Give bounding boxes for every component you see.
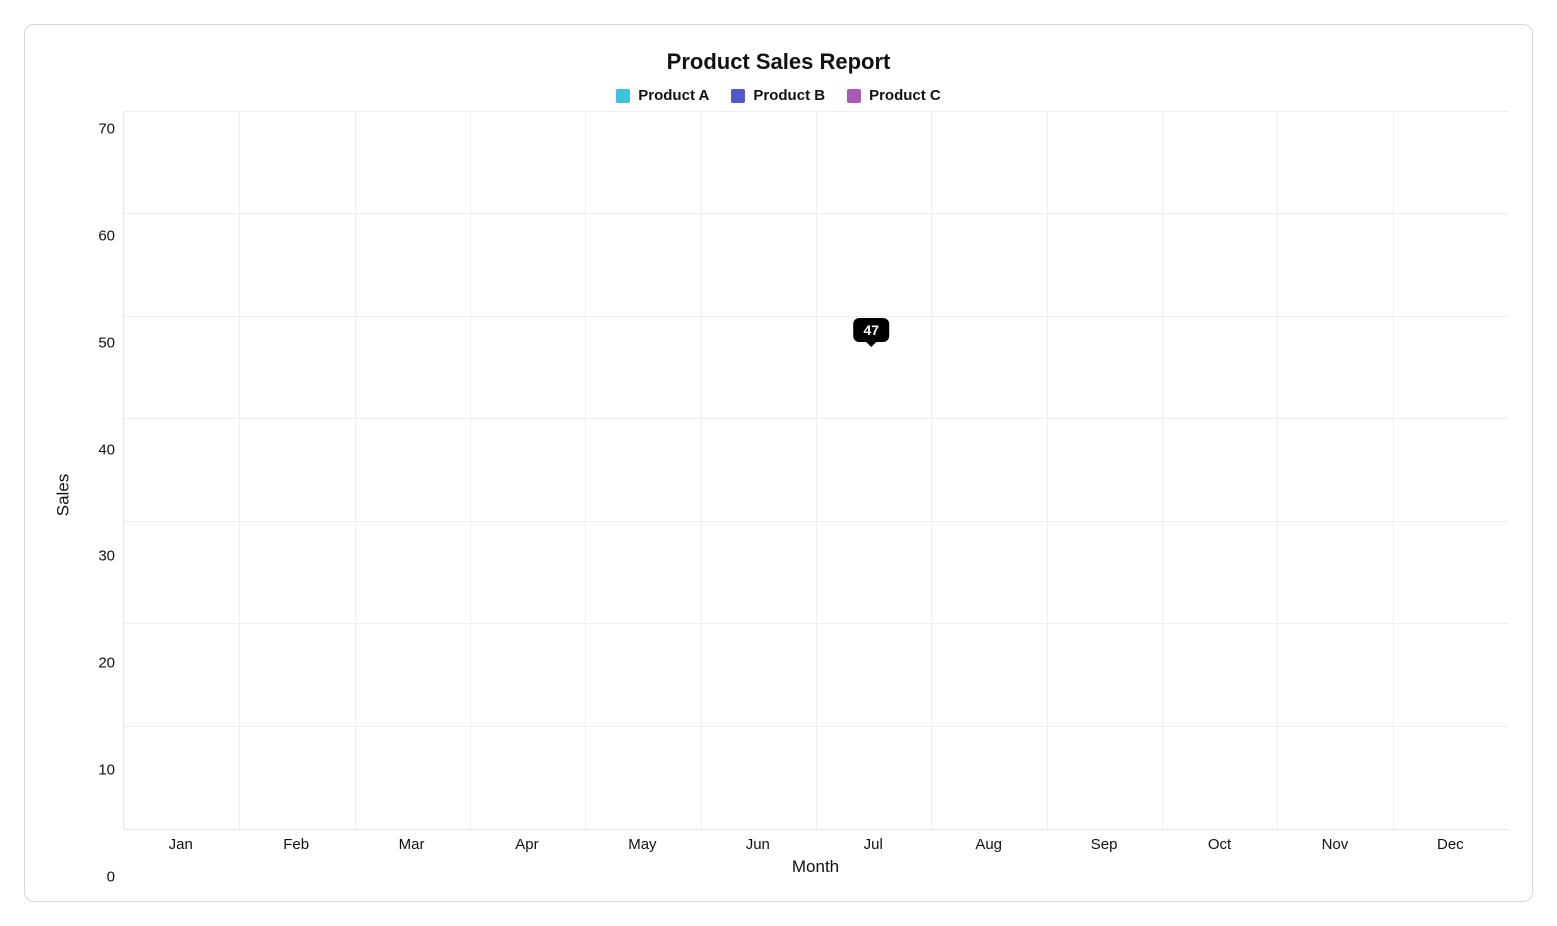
bar-group	[456, 112, 622, 829]
x-tick-label: Mar	[354, 830, 469, 853]
x-tick-label: Feb	[238, 830, 353, 853]
x-tick-label: May	[585, 830, 700, 853]
x-tick-label: Jan	[123, 830, 238, 853]
bar-group	[1453, 112, 1557, 829]
y-axis-title-wrap: Sales	[49, 112, 77, 877]
x-tick-label: Jun	[700, 830, 815, 853]
y-tick-label: 10	[98, 762, 115, 779]
x-tick-label: Sep	[1046, 830, 1161, 853]
bar-group	[954, 112, 1120, 829]
x-tick-label: Apr	[469, 830, 584, 853]
y-tick-label: 20	[98, 655, 115, 672]
y-tick-label: 0	[107, 868, 115, 885]
y-axis-title: Sales	[53, 473, 73, 516]
y-tick-label: 30	[98, 548, 115, 565]
x-tick-label: Oct	[1162, 830, 1277, 853]
chart-title: Product Sales Report	[49, 49, 1508, 75]
y-tick-label: 60	[98, 227, 115, 244]
bar-tooltip: 47	[853, 318, 889, 342]
bar-group	[1120, 112, 1286, 829]
legend-label: Product A	[638, 87, 709, 104]
x-tick-label: Aug	[931, 830, 1046, 853]
legend-swatch	[731, 89, 745, 103]
legend-swatch	[616, 89, 630, 103]
legend-item[interactable]: Product A	[616, 87, 709, 104]
y-tick-label: 50	[98, 334, 115, 351]
legend-item[interactable]: Product B	[731, 87, 825, 104]
y-tick-label: 40	[98, 441, 115, 458]
bar-group	[1286, 112, 1452, 829]
chart-legend: Product A Product B Product C	[49, 87, 1508, 104]
legend-label: Product C	[869, 87, 941, 104]
bar-group	[622, 112, 788, 829]
bar-groups: 47	[124, 112, 1508, 829]
chart-panel: Product Sales Report Product AProduct BP…	[24, 24, 1533, 902]
plot-area[interactable]: 47	[123, 112, 1508, 830]
x-tick-label: Nov	[1277, 830, 1392, 853]
bar-group: 47	[788, 112, 954, 829]
legend-swatch	[847, 89, 861, 103]
legend-label: Product B	[753, 87, 825, 104]
x-axis-title: Month	[123, 857, 1508, 877]
bar-group	[124, 112, 290, 829]
bar-group	[290, 112, 456, 829]
x-tick-label: Dec	[1393, 830, 1508, 853]
legend-item[interactable]: Product C	[847, 87, 941, 104]
y-axis: 706050403020100	[77, 112, 123, 877]
y-tick-label: 70	[98, 121, 115, 138]
x-tick-label: Jul	[816, 830, 931, 853]
x-axis: JanFebMarAprMayJunJulAugSepOctNovDec	[123, 830, 1508, 853]
